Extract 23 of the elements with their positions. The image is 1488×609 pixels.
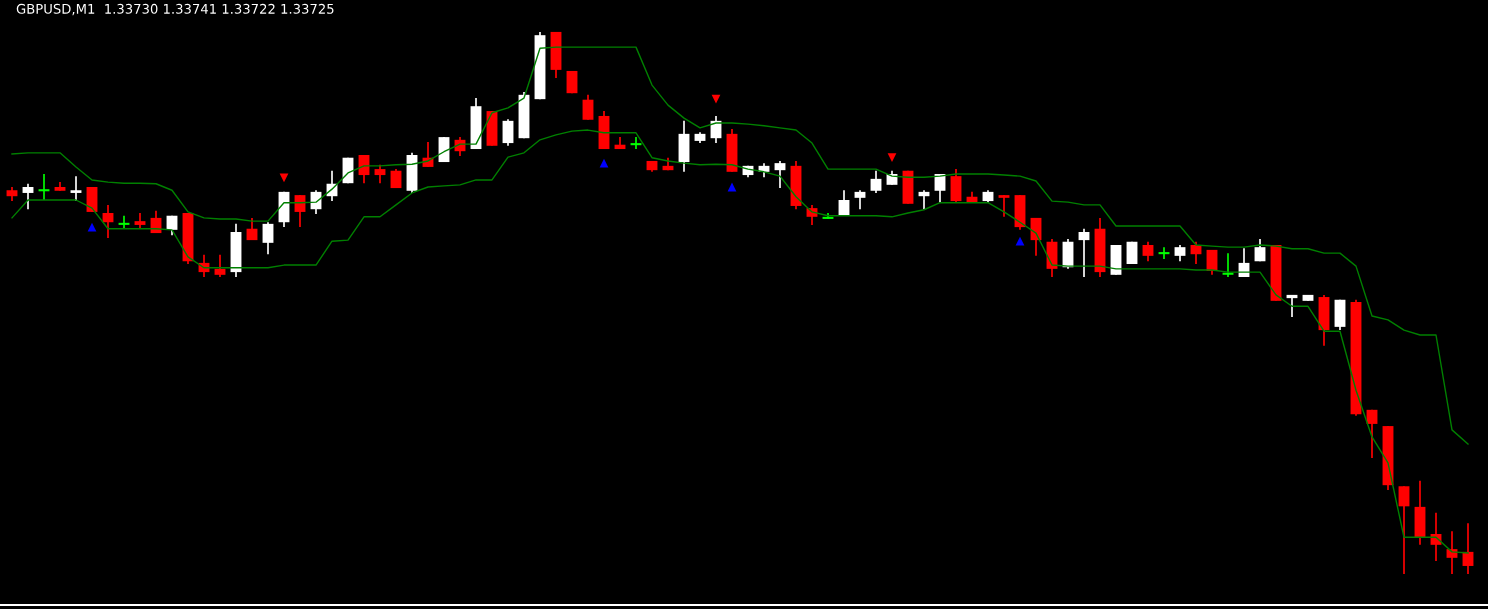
- candlestick: [22, 182, 34, 211]
- candlestick: [582, 93, 594, 121]
- point: [87, 222, 97, 232]
- candlestick: [1078, 227, 1090, 278]
- candlestick: [998, 194, 1010, 218]
- chart-title: GBPUSD,M1 1.33730 1.33741 1.33722 1.33725: [16, 3, 334, 16]
- candlestick: [1142, 240, 1154, 263]
- candlestick: [214, 253, 226, 278]
- candlestick: [774, 160, 786, 189]
- candlestick: [262, 221, 274, 256]
- point: [711, 94, 721, 104]
- candlestick: [70, 175, 82, 202]
- candlestick: [1398, 485, 1410, 575]
- candlestick: [870, 169, 882, 194]
- candlestick: [374, 163, 386, 185]
- point: [887, 153, 897, 163]
- point: [1015, 236, 1025, 246]
- candlestick: [102, 204, 114, 239]
- candlestick: [502, 118, 514, 147]
- candlestick: [1366, 408, 1378, 459]
- point: [599, 158, 609, 168]
- point: [279, 173, 289, 183]
- candlestick: [854, 189, 866, 211]
